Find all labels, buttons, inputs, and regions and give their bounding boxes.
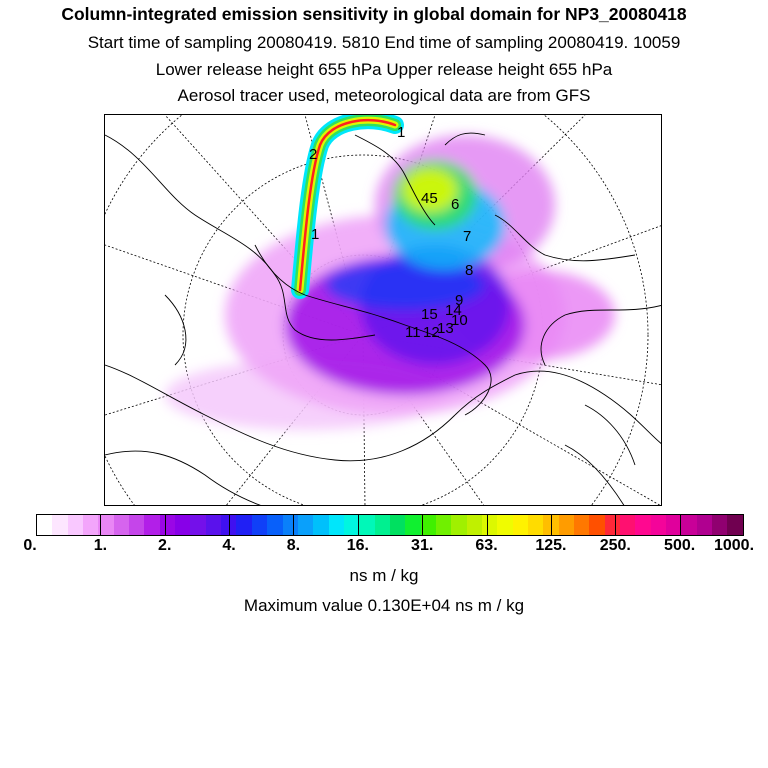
colorbar-swatch [251,515,268,535]
sensitivity-field [165,135,615,430]
map-canvas: 1 2 1 3 45 6 7 8 9 10 11 12 13 14 15 [105,115,661,505]
colorbar-divider [679,514,681,536]
colorbar-tick-label: 125. [535,537,567,554]
colorbar-tick-label: 2. [158,537,172,554]
colorbar-swatch [67,515,84,535]
colorbar-divider [293,514,295,536]
traj-label-9: 9 [455,292,463,309]
colorbar-swatch [83,515,99,535]
colorbar-swatch [159,515,176,535]
plot-title: Column-integrated emission sensitivity i… [61,4,687,24]
colorbar-swatch [144,515,160,535]
tracer-info-line: Aerosol tracer used, meteorological data… [177,86,591,105]
traj-label-10: 10 [451,312,468,329]
colorbar-tick-label: 31. [411,537,434,554]
colorbar-swatch [374,515,390,535]
traj-label-6: 6 [451,196,459,213]
colorbar-swatch [635,515,651,535]
colorbar-tick-label: 0. [23,537,37,554]
colorbar [36,514,744,536]
colorbar-tick-label: 1000. [713,537,755,554]
colorbar-swatch [650,515,667,535]
colorbar-swatch [405,515,421,535]
coastlines [105,132,661,505]
colorbar-divider [100,514,102,536]
colorbar-swatch [52,515,68,535]
colorbar-divider [486,514,488,536]
colorbar-swatch [359,515,375,535]
colorbar-divider [550,514,552,536]
colorbar-swatch [696,515,713,535]
colorbar-swatch [681,515,697,535]
traj-label-14: 14 [445,302,462,319]
traj-label-2: 2 [309,146,317,163]
colorbar-tick-label: 500. [664,537,696,554]
max-value-text: Maximum value 0.130E+04 ns m / kg [243,596,525,615]
traj-label-15: 15 [421,306,438,323]
colorbar-divider [164,514,166,536]
traj-label-8: 8 [465,262,473,279]
traj-label-1: 1 [311,226,319,243]
release-height-line: Lower release height 655 hPa Upper relea… [155,60,613,79]
colorbar-swatch [604,515,621,535]
colorbar-swatch [558,515,575,535]
colorbar-swatch [620,515,636,535]
colorbar-swatch [712,515,728,535]
colorbar-swatch [512,515,528,535]
colorbar-swatch [466,515,482,535]
colorbar-swatch [389,515,406,535]
colorbar-swatch [236,515,252,535]
colorbar-divider [229,514,231,536]
colorbar-swatch [37,515,53,535]
colorbar-tick-label: 1. [93,537,108,554]
colorbar-swatch [420,515,436,535]
colorbar-swatch [589,515,605,535]
colorbar-tick-label: 4. [222,537,236,554]
colorbar-swatch [297,515,314,535]
colorbar-swatch [435,515,452,535]
polar-map: 1 2 1 3 45 6 7 8 9 10 11 12 13 14 15 [104,114,662,506]
colorbar-swatch [528,515,544,535]
colorbar-tick-label: 16. [346,537,369,554]
colorbar-tick-label: 8. [286,537,301,554]
traj-label-11: 11 [405,324,421,341]
traj-label-7: 7 [463,228,471,245]
traj-label-45: 45 [421,190,438,207]
colorbar-swatch [666,515,682,535]
colorbar-swatch [328,515,344,535]
colorbar-swatch [343,515,360,535]
traj-label-13: 13 [437,320,454,337]
trajectory-band [291,115,404,299]
colorbar-swatch [497,515,513,535]
colorbar-divider [422,514,424,536]
colorbar-swatch [313,515,329,535]
colorbar-swatch [481,515,498,535]
colorbar-swatch [98,515,114,535]
colorbar-tick-label: 63. [475,537,498,554]
colorbar-swatch [221,515,237,535]
colorbar-swatch [451,515,467,535]
colorbar-swatch [727,515,743,535]
traj-label-1-top: 1 [397,124,405,141]
colorbar-divider [615,514,617,536]
sampling-time-line: Start time of sampling 20080419. 5810 En… [87,33,681,52]
colorbar-swatch [175,515,191,535]
colorbar-swatch [574,515,590,535]
colorbar-swatch [129,515,145,535]
colorbar-divider [357,514,359,536]
colorbar-swatch [190,515,206,535]
colorbar-swatch [267,515,283,535]
colorbar-swatch [205,515,222,535]
colorbar-swatch [113,515,130,535]
colorbar-units: ns m / kg [349,566,419,585]
trajectory-labels: 1 2 1 3 45 6 7 8 9 10 11 12 13 14 15 [309,124,473,341]
colorbar-swatch [282,515,298,535]
traj-label-12: 12 [423,324,440,341]
colorbar-tick-label: 250. [599,537,631,554]
